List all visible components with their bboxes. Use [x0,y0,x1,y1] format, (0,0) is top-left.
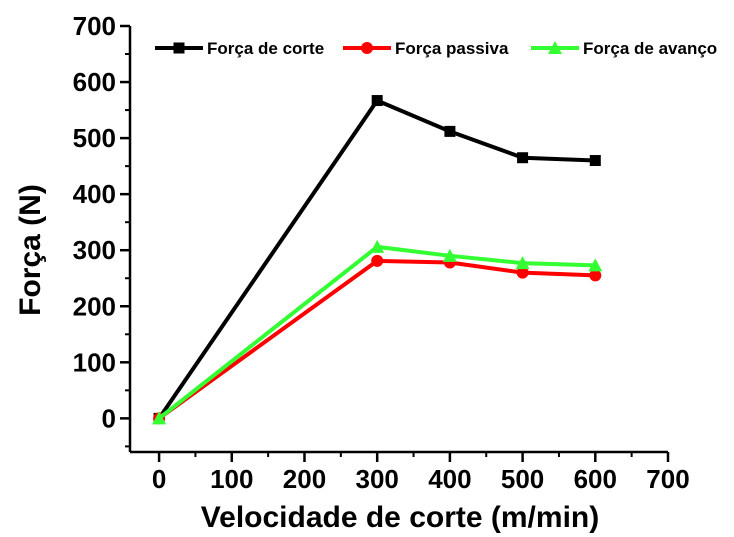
legend-marker [548,41,562,54]
x-tick-label: 200 [283,464,326,494]
y-tick-label: 400 [73,179,116,209]
data-point [515,256,530,270]
y-tick-label: 600 [73,67,116,97]
x-tick-label: 0 [152,464,166,494]
plot-area [152,95,603,425]
data-point [442,248,457,262]
data-point [371,254,384,267]
x-tick-label: 500 [501,464,544,494]
legend: Força de corte Força passiva Força de avan… [155,39,717,58]
y-tick-label: 500 [73,123,116,153]
legend-item: Força de corte [155,39,324,58]
data-point [517,152,529,164]
series-2 [152,239,603,425]
x-tick-label: 700 [646,464,689,494]
x-tick-label: 600 [574,464,617,494]
axes: 0 100 200 300 400 500 600 700 0 100 200 300 400 500 60… [73,11,690,494]
y-tick-label: 700 [73,11,116,41]
data-point [589,155,601,167]
data-point [370,239,385,253]
x-tick-label: 100 [210,464,253,494]
x-tick-label: 300 [355,464,398,494]
legend-label: Força de corte [207,39,324,58]
legend-marker [361,42,373,54]
legend-item: Força de avanço [531,39,717,58]
y-tick-label: 100 [73,347,116,377]
data-point [588,258,603,272]
series-line [157,258,596,420]
y-tick-label: 300 [73,235,116,265]
data-point [444,125,456,137]
y-tick-label: 200 [73,291,116,321]
legend-marker [173,42,185,54]
y-tick-label: 0 [102,403,116,433]
x-tick-label: 400 [428,464,471,494]
y-axis-title: Força (N) [14,184,47,316]
legend-label: Força passiva [395,39,509,58]
data-point [516,266,529,279]
legend-label: Força de avanço [583,39,717,58]
data-point [152,411,167,425]
x-axis-title: Velocidade de corte (m/min) [201,501,599,534]
legend-item: Força passiva [343,39,509,58]
data-point [371,95,383,107]
series-1 [153,254,602,425]
data-point [589,269,602,282]
